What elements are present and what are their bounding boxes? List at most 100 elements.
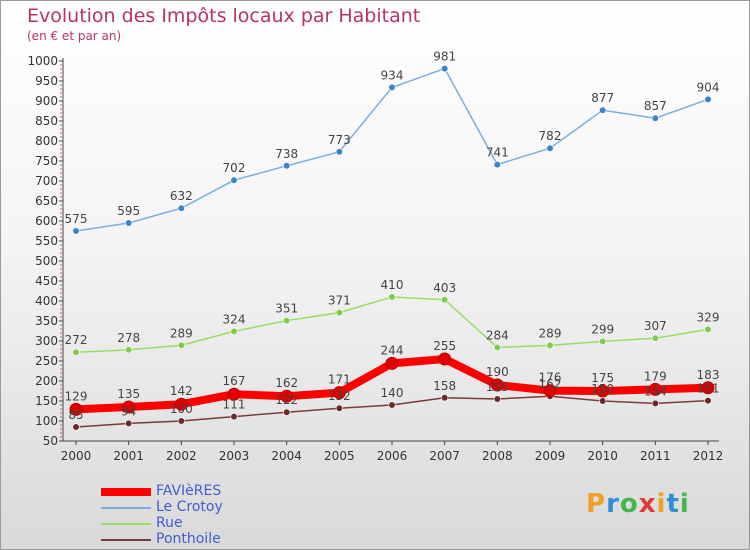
logo-letter: r bbox=[606, 489, 620, 519]
data-label-favi-res: 129 bbox=[65, 389, 88, 403]
legend-swatch-ponthoile bbox=[101, 539, 151, 541]
legend-item-rue: Rue bbox=[101, 515, 361, 533]
x-tick-label: 2009 bbox=[535, 449, 566, 463]
y-tick-label: 700 bbox=[35, 174, 58, 188]
series-layer bbox=[69, 64, 715, 431]
data-point-favi-res bbox=[543, 384, 557, 398]
y-tick-label: 650 bbox=[35, 194, 58, 208]
x-tick-label: 2012 bbox=[693, 449, 724, 463]
data-point-rue bbox=[493, 343, 501, 352]
data-label-ponthoile: 155 bbox=[486, 380, 509, 394]
y-tick-label: 800 bbox=[35, 134, 58, 148]
data-label-ponthoile: 122 bbox=[275, 393, 298, 407]
data-label-rue: 307 bbox=[644, 319, 667, 333]
data-label-ponthoile: 150 bbox=[591, 382, 614, 396]
legend: FAVIèRES Le Crotoy Rue Ponthoile bbox=[101, 483, 361, 549]
data-point-le-crotoy bbox=[599, 106, 607, 114]
x-tick-label: 2008 bbox=[482, 449, 513, 463]
data-label-le-crotoy: 702 bbox=[223, 161, 246, 175]
logo-letter: t bbox=[666, 489, 680, 519]
data-label-favi-res: 176 bbox=[539, 371, 562, 385]
data-label-rue: 284 bbox=[486, 328, 509, 342]
data-point-le-crotoy bbox=[704, 95, 712, 103]
chart-title: Evolution des Impôts locaux par Habitant bbox=[27, 5, 421, 27]
data-point-ponthoile bbox=[177, 417, 185, 425]
data-point-ponthoile bbox=[493, 395, 501, 403]
data-label-le-crotoy: 738 bbox=[275, 147, 298, 161]
data-point-le-crotoy bbox=[335, 148, 343, 156]
data-point-favi-res bbox=[648, 382, 662, 396]
data-point-ponthoile bbox=[72, 423, 80, 431]
data-point-favi-res bbox=[438, 352, 452, 366]
y-tick-label: 850 bbox=[35, 114, 58, 128]
series-favi-res bbox=[69, 352, 715, 416]
data-label-rue: 278 bbox=[117, 331, 140, 345]
data-label-rue: 289 bbox=[539, 326, 562, 340]
data-point-ponthoile bbox=[335, 404, 343, 412]
y-tick-label: 750 bbox=[35, 154, 58, 168]
data-label-ponthoile: 144 bbox=[644, 384, 667, 398]
data-label-ponthoile: 158 bbox=[433, 379, 456, 393]
legend-label-le-crotoy: Le Crotoy bbox=[156, 499, 223, 515]
legend-swatch-favi-res bbox=[101, 488, 151, 496]
data-label-le-crotoy: 773 bbox=[328, 133, 351, 147]
x-tick-label: 2003 bbox=[219, 449, 250, 463]
data-label-rue: 403 bbox=[433, 281, 456, 295]
legend-item-le-crotoy: Le Crotoy bbox=[101, 499, 361, 517]
chart-axes: 50 100 150 200 250 300 350 400 450 500 550 600 650 70… bbox=[27, 54, 723, 463]
proxiti-logo: Proxiti bbox=[586, 489, 690, 519]
x-tick-label: 2006 bbox=[377, 449, 408, 463]
data-point-rue bbox=[72, 348, 80, 356]
data-label-rue: 329 bbox=[697, 310, 720, 324]
data-point-rue bbox=[125, 346, 133, 354]
y-tick-label: 950 bbox=[35, 74, 58, 88]
x-tick-label: 2001 bbox=[113, 449, 144, 463]
data-label-le-crotoy: 934 bbox=[381, 68, 404, 82]
data-label-rue: 324 bbox=[223, 312, 246, 326]
data-point-ponthoile bbox=[704, 397, 712, 405]
series-le-crotoy bbox=[72, 64, 712, 235]
x-tick-label: 2007 bbox=[429, 449, 460, 463]
data-point-ponthoile bbox=[125, 419, 133, 428]
y-tick-label: 50 bbox=[43, 434, 58, 448]
x-tick-label: 2011 bbox=[640, 449, 671, 463]
chart-subtitle: (en € et par an) bbox=[27, 29, 122, 43]
data-point-rue bbox=[651, 334, 659, 342]
data-label-rue: 371 bbox=[328, 294, 351, 308]
data-point-rue bbox=[177, 341, 185, 350]
data-label-favi-res: 244 bbox=[381, 343, 404, 357]
data-label-ponthoile: 162 bbox=[539, 377, 562, 391]
data-label-favi-res: 142 bbox=[170, 384, 193, 398]
data-label-le-crotoy: 632 bbox=[170, 189, 193, 203]
data-label-favi-res: 167 bbox=[223, 374, 246, 388]
data-label-favi-res: 179 bbox=[644, 369, 667, 383]
x-tick-label: 2004 bbox=[271, 449, 302, 463]
data-point-favi-res bbox=[280, 389, 294, 403]
data-point-ponthoile bbox=[283, 408, 291, 416]
y-tick-label: 900 bbox=[35, 94, 58, 108]
data-label-rue: 410 bbox=[381, 278, 404, 292]
data-label-favi-res: 255 bbox=[433, 339, 456, 353]
data-point-favi-res bbox=[174, 397, 188, 411]
data-point-rue bbox=[283, 317, 291, 325]
data-label-favi-res: 183 bbox=[697, 368, 720, 382]
data-point-le-crotoy bbox=[388, 83, 396, 91]
data-labels-layer: 129 135 142 167 162 171 244 255 190 176 175 179 183 5… bbox=[65, 50, 720, 422]
data-point-le-crotoy bbox=[493, 161, 501, 169]
data-point-favi-res bbox=[701, 381, 715, 395]
data-label-favi-res: 162 bbox=[275, 376, 298, 390]
data-point-favi-res bbox=[122, 400, 136, 414]
legend-swatch-rue bbox=[101, 523, 151, 525]
data-label-le-crotoy: 575 bbox=[65, 212, 88, 226]
data-point-ponthoile bbox=[441, 394, 449, 402]
data-point-ponthoile bbox=[599, 397, 607, 405]
data-point-rue bbox=[546, 341, 554, 350]
y-tick-label: 350 bbox=[35, 314, 58, 328]
data-label-rue: 351 bbox=[275, 302, 298, 316]
data-label-ponthoile: 132 bbox=[328, 389, 351, 403]
data-point-rue bbox=[230, 327, 238, 336]
data-label-le-crotoy: 857 bbox=[644, 99, 667, 113]
series-rue bbox=[72, 293, 712, 356]
data-point-rue bbox=[704, 325, 712, 334]
